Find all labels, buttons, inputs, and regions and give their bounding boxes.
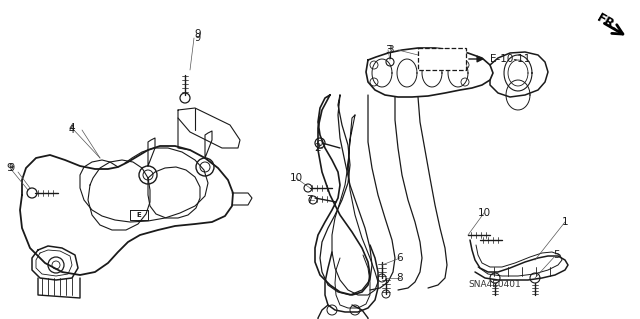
Text: 9: 9	[195, 29, 202, 39]
Text: 3: 3	[385, 45, 391, 55]
Text: 7: 7	[306, 195, 312, 205]
Text: 1: 1	[562, 217, 568, 227]
Text: 5: 5	[553, 250, 559, 260]
Text: 10: 10	[289, 173, 303, 183]
Text: E: E	[136, 212, 141, 218]
Text: 4: 4	[68, 123, 76, 133]
Text: SNA4E0401: SNA4E0401	[468, 280, 521, 289]
Text: 4: 4	[69, 125, 75, 135]
Text: FR.: FR.	[594, 11, 621, 34]
Text: 6: 6	[397, 253, 403, 263]
Text: 9: 9	[194, 33, 200, 43]
Text: 9: 9	[6, 163, 13, 173]
Text: E-10-11: E-10-11	[490, 54, 531, 64]
Text: 2: 2	[315, 143, 321, 153]
Text: 3: 3	[387, 45, 394, 55]
Text: 9: 9	[8, 163, 14, 173]
Bar	[418, 48, 466, 70]
Text: 10: 10	[477, 208, 491, 218]
Text: 8: 8	[397, 273, 403, 283]
